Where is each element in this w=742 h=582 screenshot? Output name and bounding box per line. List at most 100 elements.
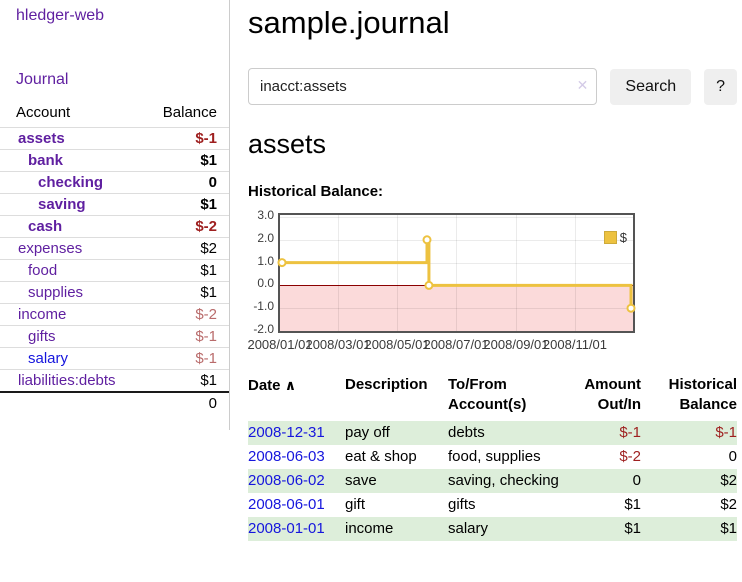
transaction-date-link[interactable]: 2008-12-31: [248, 424, 325, 441]
main-content: sample.journal ✕ Search ? assets Histori…: [247, 0, 737, 541]
y-tick-label: 2.0: [257, 230, 274, 245]
series-label: $: [619, 230, 627, 245]
series-swatch-icon: [603, 231, 617, 244]
account-column-header: Account: [16, 104, 71, 121]
transaction-accounts: salary: [448, 520, 489, 537]
account-link[interactable]: bank: [28, 152, 64, 169]
y-tick-label: -1.0: [253, 299, 274, 314]
transaction-row: 2008-06-03 eat & shop food, supplies $-2 0: [248, 445, 737, 469]
nav-journal-link[interactable]: Journal: [16, 71, 69, 88]
transaction-accounts: saving, checking: [448, 472, 559, 489]
account-balance: $1: [145, 193, 229, 216]
account-balance: $-2: [145, 215, 229, 238]
account-row: bank $1: [0, 149, 229, 172]
account-row: income $-2: [0, 303, 229, 326]
register-table: Date ∧ Description To/From Account(s) Am…: [248, 375, 737, 541]
account-balance: $1: [145, 149, 229, 172]
v-gridline: [338, 215, 339, 331]
search-input[interactable]: [248, 68, 598, 105]
transaction-balance: 0: [728, 448, 737, 465]
h-gridline: [280, 262, 633, 264]
account-row: cash $-2: [0, 215, 229, 238]
y-tick-label: 0.0: [257, 276, 274, 291]
amount-column-header: Amount Out/In: [584, 376, 641, 413]
total-balance: 0: [145, 391, 229, 414]
search-form: ✕ Search ?: [248, 68, 737, 105]
account-balance: $-1: [145, 325, 229, 348]
clear-search-icon[interactable]: ✕: [576, 77, 589, 93]
account-link[interactable]: salary: [28, 350, 69, 367]
transaction-amount: $-1: [619, 424, 641, 441]
y-tick-label: -2.0: [253, 322, 274, 336]
v-gridline: [456, 215, 457, 331]
description-column-header: Description: [345, 376, 428, 393]
account-link[interactable]: assets: [18, 130, 65, 147]
account-balance: $2: [145, 237, 229, 260]
transaction-description: pay off: [345, 424, 390, 441]
account-rows-container: assets $-1 bank $1 checking 0 saving $1 cash $-2 e…: [0, 127, 229, 392]
transaction-description: income: [345, 520, 394, 537]
account-row: checking 0: [0, 171, 229, 194]
h-gridline: [280, 239, 633, 241]
chart-plot-area: $: [277, 213, 636, 333]
account-link[interactable]: cash: [28, 218, 63, 235]
transaction-row: 2008-01-01 income salary $1 $1: [248, 517, 737, 541]
historical-balance-chart: 3.0 2.0 1.0 0.0 -1.0 -2.0 $ 2008/01/01 2008/03…: [247, 208, 737, 358]
account-link[interactable]: saving: [38, 196, 86, 213]
account-balance: $1: [145, 259, 229, 282]
transaction-date-link[interactable]: 2008-06-02: [248, 472, 325, 489]
app-title-link[interactable]: hledger-web: [16, 7, 105, 24]
transaction-date-link[interactable]: 2008-06-01: [248, 496, 325, 513]
v-gridline: [575, 215, 576, 331]
transaction-date-link[interactable]: 2008-01-01: [248, 520, 325, 537]
h-gridline: [280, 217, 633, 218]
transaction-date-link[interactable]: 2008-06-03: [248, 448, 325, 465]
transaction-balance: $2: [720, 472, 737, 489]
transaction-balance: $2: [720, 496, 737, 513]
transaction-accounts: food, supplies: [448, 448, 541, 465]
account-link[interactable]: supplies: [28, 284, 84, 301]
balance-column-header: Balance: [162, 104, 217, 121]
transaction-balance: $1: [720, 520, 737, 537]
account-row: assets $-1: [0, 127, 229, 150]
chart-title: Historical Balance:: [248, 183, 384, 200]
account-balance: $-2: [145, 303, 229, 326]
account-balance: $-1: [145, 127, 229, 150]
account-link[interactable]: gifts: [28, 328, 56, 345]
account-link[interactable]: income: [18, 306, 67, 323]
transaction-row: 2008-06-01 gift gifts $1 $2: [248, 493, 737, 517]
help-button[interactable]: ?: [704, 68, 737, 105]
y-tick-label: 1.0: [257, 253, 274, 268]
negative-region: [280, 285, 633, 331]
account-balance-table: Account Balance assets $-1 bank $1 checking 0…: [0, 104, 229, 414]
data-point-marker: [424, 280, 434, 290]
account-row: expenses $2: [0, 237, 229, 260]
search-button[interactable]: Search: [610, 68, 692, 105]
transaction-amount: $1: [624, 496, 641, 513]
transaction-description: gift: [345, 496, 366, 513]
transaction-accounts: gifts: [448, 496, 476, 513]
account-link[interactable]: food: [28, 262, 58, 279]
y-tick-label: 3.0: [257, 208, 274, 222]
chart-legend: $: [603, 230, 627, 245]
account-heading: assets: [248, 129, 327, 159]
account-row: salary $-1: [0, 347, 229, 370]
accounts-column-header: To/From Account(s): [448, 376, 527, 413]
page-title: sample.journal: [248, 5, 450, 40]
x-tick-label: 2008/09/01: [483, 337, 549, 352]
data-point-marker: [277, 258, 287, 268]
transaction-balance: $-1: [715, 424, 737, 441]
transaction-row: 2008-12-31 pay off debts $-1 $-1: [248, 421, 737, 445]
account-row: gifts $-1: [0, 325, 229, 348]
register-rows-container: 2008-12-31 pay off debts $-1 $-1 2008-06-03 ea…: [248, 421, 737, 541]
v-gridline: [516, 215, 517, 331]
account-link[interactable]: liabilities:debts: [18, 372, 116, 389]
account-link[interactable]: expenses: [18, 240, 83, 257]
total-row: 0: [0, 391, 229, 414]
x-tick-label: 2008/03/01: [305, 337, 371, 352]
account-link[interactable]: checking: [38, 174, 104, 191]
h-gridline: [280, 308, 633, 310]
date-column-header[interactable]: Date ∧: [248, 377, 297, 394]
sort-ascending-icon: ∧: [284, 377, 297, 393]
data-point-marker: [626, 303, 636, 313]
